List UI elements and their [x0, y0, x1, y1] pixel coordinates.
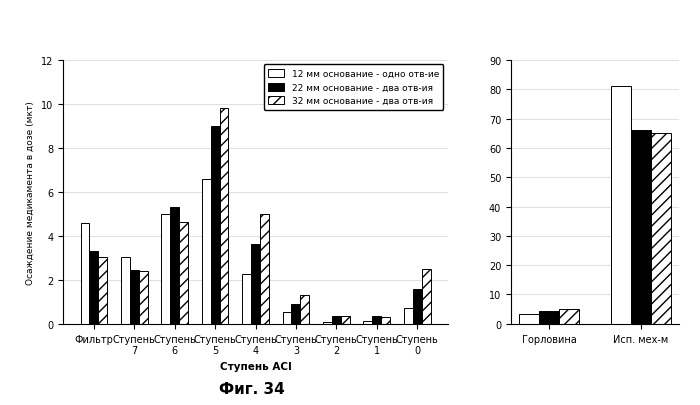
Bar — [220, 109, 228, 324]
Bar — [291, 304, 300, 324]
Y-axis label: Осаждение медикамента в дозе (мкт): Осаждение медикамента в дозе (мкт) — [27, 101, 35, 284]
Bar — [211, 126, 220, 324]
Bar — [372, 316, 382, 324]
Bar — [610, 87, 631, 324]
Bar — [631, 131, 651, 324]
Bar — [283, 312, 291, 324]
Bar — [341, 316, 350, 324]
Bar — [98, 257, 107, 324]
Bar — [651, 134, 671, 324]
Bar — [242, 275, 251, 324]
Bar — [404, 309, 413, 324]
Bar — [332, 316, 341, 324]
Bar — [139, 271, 148, 324]
Legend: 12 мм основание - одно отв-ие, 22 мм основание - два отв-ия, 32 мм основание - д: 12 мм основание - одно отв-ие, 22 мм осн… — [264, 65, 444, 111]
Bar — [202, 179, 211, 324]
Bar — [519, 314, 539, 324]
Bar — [161, 214, 170, 324]
Bar — [170, 208, 179, 324]
Bar — [179, 222, 188, 324]
Bar — [80, 223, 90, 324]
Bar — [300, 296, 309, 324]
Bar — [363, 321, 372, 324]
Text: Фиг. 34: Фиг. 34 — [219, 381, 285, 396]
Bar — [121, 257, 130, 324]
Bar — [421, 269, 430, 324]
Bar — [413, 289, 421, 324]
Bar — [382, 318, 390, 324]
Bar — [323, 322, 332, 324]
Bar — [539, 311, 559, 324]
Bar — [130, 270, 139, 324]
Bar — [559, 309, 580, 324]
Bar — [251, 244, 260, 324]
Bar — [90, 252, 98, 324]
X-axis label: Ступень ACI: Ступень ACI — [220, 361, 291, 371]
Bar — [260, 214, 269, 324]
